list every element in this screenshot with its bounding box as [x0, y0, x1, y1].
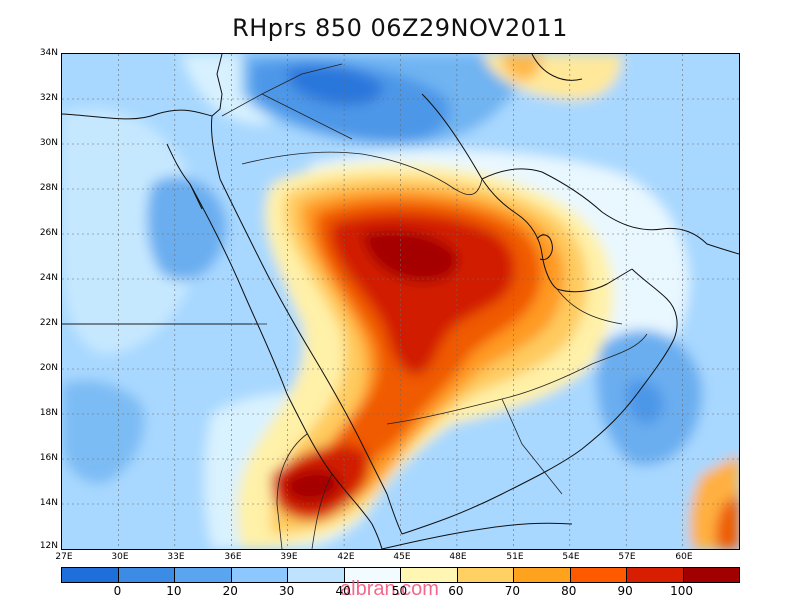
lat-tick-label: 26N	[39, 228, 58, 238]
colorbar-segment	[401, 568, 458, 582]
colorbar-segment	[627, 568, 684, 582]
colorbar-label: 70	[504, 584, 520, 598]
colorbar-segment	[514, 568, 571, 582]
borders	[62, 63, 648, 549]
colorbar	[61, 567, 740, 583]
field-max-north	[362, 230, 458, 283]
lon-tick-label: 42E	[337, 552, 355, 562]
lon-tick-label: 57E	[618, 552, 636, 562]
colorbar-label: 80	[561, 584, 577, 598]
lon-tick-label: 45E	[393, 552, 411, 562]
watermark-text: albran.com	[340, 578, 439, 600]
lat-tick-label: 20N	[39, 363, 58, 373]
field-70-80-northeast	[502, 54, 542, 81]
colorbar-segment	[231, 568, 288, 582]
colorbar-label: 100	[670, 584, 694, 598]
colorbar-label: 60	[448, 584, 464, 598]
map-panel	[61, 53, 740, 550]
colorbar-label: 30	[279, 584, 295, 598]
colorbar-segment	[570, 568, 627, 582]
field-10-20-east	[625, 380, 664, 424]
humidity-map	[62, 54, 739, 549]
field-0-10-north	[287, 64, 383, 106]
colorbar-segment	[683, 568, 739, 582]
colorbar-segment	[457, 568, 514, 582]
field-max-south	[285, 469, 341, 503]
lat-tick-label: 12N	[39, 541, 58, 551]
lon-tick-label: 39E	[280, 552, 298, 562]
lon-tick-label: 33E	[167, 552, 185, 562]
lat-tick-label: 32N	[39, 93, 58, 103]
lon-tick-label: 60E	[675, 552, 693, 562]
colorbar-segment	[118, 568, 175, 582]
lat-tick-label: 16N	[39, 453, 58, 463]
field-90-southeast	[715, 494, 739, 549]
lat-tick-label: 28N	[39, 183, 58, 193]
lat-tick-label: 34N	[39, 48, 58, 58]
lon-tick-label: 51E	[506, 552, 524, 562]
field-40-50-west	[62, 108, 204, 354]
colorbar-segment	[62, 568, 119, 582]
colorbar-label: 40	[335, 584, 351, 598]
colorbar-segment	[344, 568, 401, 582]
colorbar-label: 50	[391, 584, 408, 598]
lat-tick-label: 30N	[39, 138, 58, 148]
lon-tick-label: 36E	[224, 552, 242, 562]
map-title: RHprs 850 06Z29NOV2011	[232, 14, 568, 42]
field-20-30-west	[146, 176, 227, 281]
colorbar-label: 20	[222, 584, 238, 598]
lat-tick-label: 14N	[39, 498, 58, 508]
colorbar-label: 0	[113, 584, 122, 598]
colorbar-label: 10	[166, 584, 182, 598]
lon-tick-label: 30E	[111, 552, 129, 562]
lat-tick-label: 22N	[39, 318, 58, 328]
lon-tick-label: 27E	[55, 552, 73, 562]
field-20-30-southwest	[62, 380, 145, 484]
colorbar-segment	[288, 568, 345, 582]
colorbar-label: 90	[617, 584, 633, 598]
lat-tick-label: 24N	[39, 273, 58, 283]
colorbar-segment	[175, 568, 232, 582]
lat-tick-label: 18N	[39, 408, 58, 418]
lon-tick-label: 48E	[449, 552, 467, 562]
lon-tick-label: 54E	[562, 552, 580, 562]
